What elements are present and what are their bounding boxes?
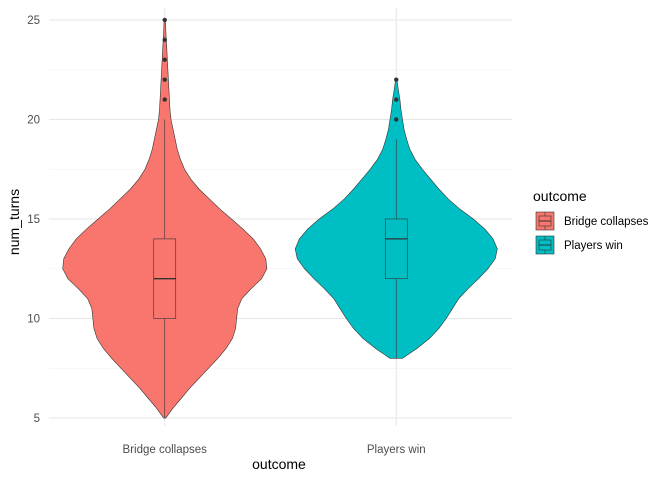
y-tick-label: 15: [27, 214, 40, 226]
outlier-point: [394, 77, 399, 82]
legend-label: Bridge collapses: [564, 216, 649, 228]
x-tick-label: Players win: [367, 444, 426, 456]
outlier-point: [162, 97, 167, 102]
outlier-point: [394, 97, 399, 102]
outlier-point: [162, 37, 167, 43]
legend: outcome Bridge collapses Players win: [533, 188, 649, 256]
x-tick-labels: Bridge collapses Players win: [123, 444, 426, 456]
x-tick-label: Bridge collapses: [123, 444, 208, 456]
outlier-point: [162, 77, 167, 82]
y-tick-label: 10: [27, 314, 40, 326]
legend-key: [534, 234, 556, 256]
y-tick-label: 20: [27, 114, 40, 126]
legend-title: outcome: [533, 188, 587, 204]
y-axis-title: num_turns: [6, 189, 22, 255]
violins: [62, 17, 498, 419]
x-axis-title: outcome: [252, 456, 306, 472]
outlier-point: [162, 57, 167, 62]
y-tick-label: 25: [27, 15, 40, 27]
outlier-point: [162, 17, 167, 23]
legend-label: Players win: [564, 240, 623, 252]
y-tick-label: 5: [34, 413, 40, 425]
y-tick-labels: 5 10 15 20 25: [27, 15, 40, 425]
legend-key: [534, 210, 556, 232]
outlier-point: [394, 117, 399, 122]
box: [384, 218, 408, 280]
